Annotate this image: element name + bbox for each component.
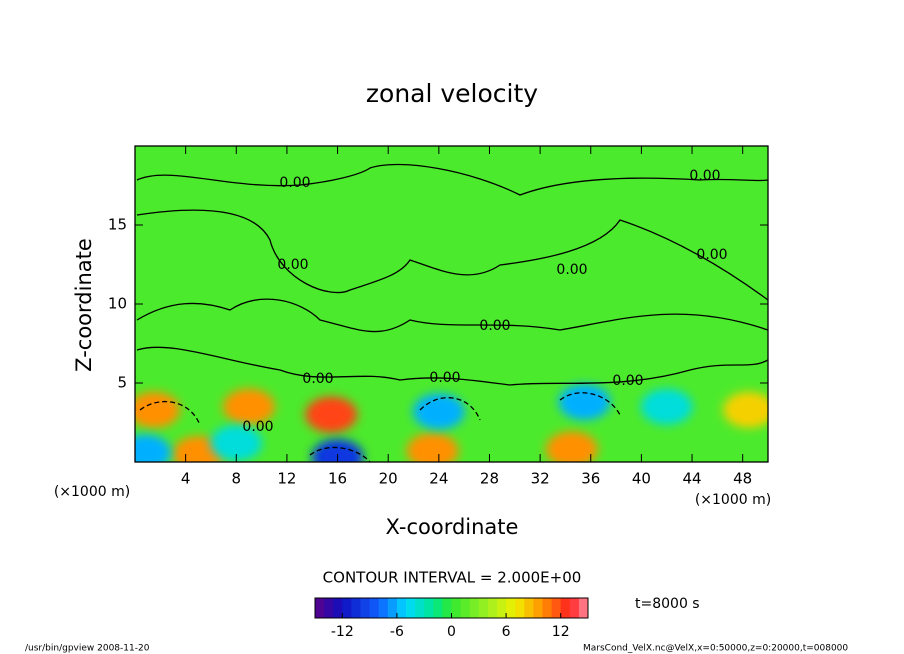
x-unit-label: (×1000 m) (695, 492, 771, 508)
colorbar-swatch (369, 598, 380, 618)
y-tick-label: 5 (117, 374, 127, 392)
contour-interval: CONTOUR INTERVAL = 2.000E+00 (323, 569, 582, 587)
colorbar-swatch (524, 598, 534, 618)
contour-line (136, 298, 768, 333)
contour-label: 0.00 (277, 257, 308, 273)
contour-label: 0.00 (689, 168, 720, 184)
field-core (184, 445, 213, 462)
contour-label: 0.00 (696, 247, 727, 263)
colorbar-tick-label: 0 (447, 624, 456, 640)
field-core (234, 397, 263, 416)
time-label: t=8000 s (635, 596, 700, 612)
colorbar-swatch (560, 598, 571, 618)
x-tick-label: 28 (480, 470, 499, 488)
field (135, 146, 768, 462)
colorbar-swatch (578, 598, 589, 618)
colorbar-swatch (478, 598, 489, 618)
colorbar-swatch (460, 598, 471, 618)
field-core (557, 440, 586, 459)
contour-lines (136, 163, 768, 462)
colorbar-swatch (342, 598, 352, 618)
x-tick-label: 44 (682, 470, 701, 488)
colorbar-swatch (442, 598, 452, 618)
colorbar-swatch (360, 598, 371, 618)
field-core (418, 441, 447, 460)
x-axis-label: X-coordinate (386, 515, 519, 539)
x-tick-label: 4 (181, 470, 191, 488)
colorbar-swatch (396, 598, 407, 618)
field-core (652, 397, 681, 416)
contour-label: 0.00 (556, 262, 587, 278)
colorbar-swatch (415, 598, 425, 618)
field-core (135, 443, 160, 462)
contour-line (139, 392, 621, 462)
x-tick-label: 8 (232, 470, 242, 488)
footer-left: /usr/bin/gpview 2008-11-20 (25, 644, 150, 654)
field-core (317, 405, 346, 424)
contour-label: 0.00 (279, 175, 310, 191)
colorbar-swatch (324, 598, 334, 618)
x-tick-label: 12 (277, 470, 296, 488)
colorbar-swatch (551, 598, 562, 618)
colorbar-swatch (378, 598, 389, 618)
field-core (222, 434, 251, 453)
contour-label: 0.00 (302, 371, 333, 387)
contour-line (136, 346, 768, 386)
colorbar-tick-label: -6 (390, 624, 404, 640)
colorbar-swatch (387, 598, 398, 618)
colorbar-swatch (542, 598, 553, 618)
y-unit-label: (×1000 m) (54, 484, 130, 500)
field-core (139, 400, 168, 419)
colorbar-tick-label: 12 (552, 624, 570, 640)
x-tick-label: 24 (429, 470, 448, 488)
colorbar-swatch (469, 598, 480, 618)
colorbar-swatch (351, 598, 361, 618)
chart-title: zonal velocity (366, 79, 538, 108)
field-core (424, 402, 453, 421)
colorbar-swatch (451, 598, 462, 618)
contour-label: 0.00 (242, 419, 273, 435)
colorbar-swatch (569, 598, 580, 618)
colorbar-swatch (333, 598, 343, 618)
contour-label: 0.00 (612, 373, 643, 389)
field-core (735, 400, 764, 419)
colorbar-swatch (487, 598, 498, 618)
x-tick-label: 32 (531, 470, 550, 488)
x-tick-label: 40 (632, 470, 651, 488)
field-core (570, 392, 599, 411)
colorbar-swatch (533, 598, 543, 618)
colorbar-swatch (315, 598, 325, 618)
x-tick-label: 20 (379, 470, 398, 488)
contour-line (136, 163, 768, 196)
x-tick-label: 36 (581, 470, 600, 488)
y-axis-label: Z-coordinate (72, 238, 96, 372)
colorbar-swatch (406, 598, 416, 618)
contour-line (136, 209, 768, 301)
colorbar-tick-label: 6 (502, 624, 511, 640)
footer-right: MarsCond_VelX.nc@VelX,x=0:50000,z=0:2000… (583, 644, 848, 654)
x-tick-label: 16 (328, 470, 347, 488)
colorbar-tick-label: -12 (331, 624, 354, 640)
colorbar-swatch (433, 598, 443, 618)
x-tick-label: 48 (733, 470, 752, 488)
colorbar-swatch (515, 598, 525, 618)
y-tick-label: 15 (108, 216, 127, 234)
y-tick-label: 10 (108, 295, 127, 313)
contour-label: 0.00 (479, 318, 510, 334)
colorbar-swatch (424, 598, 434, 618)
colorbar-swatch (497, 598, 507, 618)
contour-label: 0.00 (429, 370, 460, 386)
colorbar-swatch (506, 598, 516, 618)
